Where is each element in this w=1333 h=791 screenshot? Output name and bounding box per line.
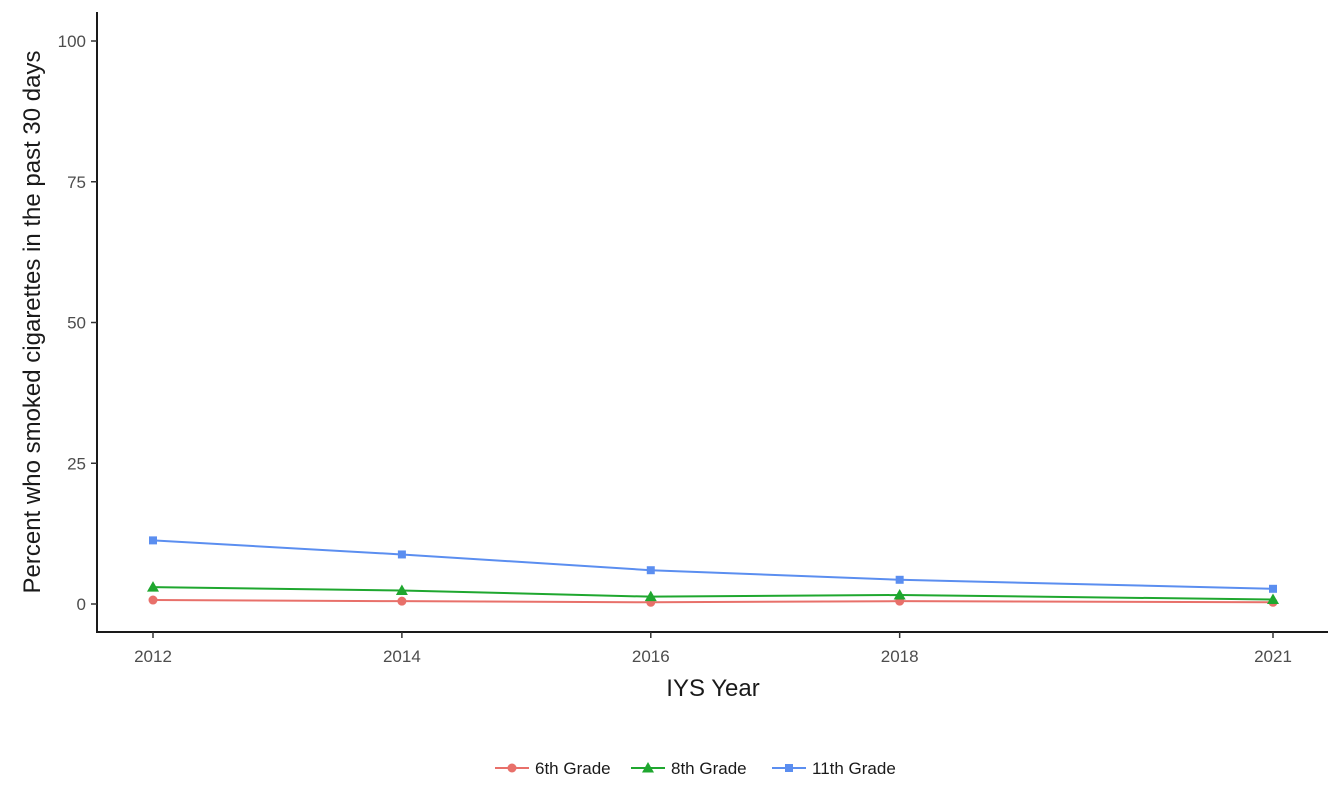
x-tick-label: 2012 bbox=[134, 647, 172, 666]
y-tick-label: 100 bbox=[58, 32, 86, 51]
data-point-11th-grade bbox=[1269, 584, 1277, 593]
y-tick-label: 50 bbox=[67, 314, 86, 333]
series-line-11th-grade bbox=[152, 539, 1274, 590]
legend-item-8th-grade: 8th Grade bbox=[631, 759, 747, 778]
data-point-6th-grade bbox=[397, 596, 407, 606]
y-ticks: 0 25 50 75 100 bbox=[58, 32, 97, 614]
legend-key-marker bbox=[507, 763, 517, 773]
data-point-6th-grade bbox=[148, 595, 158, 605]
series-8th-grade bbox=[147, 581, 1279, 604]
legend: 6th Grade 8th Grade 11th Grade bbox=[495, 759, 896, 778]
series bbox=[147, 536, 1279, 607]
legend-item-11th-grade: 11th Grade bbox=[772, 759, 896, 778]
legend-key-marker bbox=[642, 762, 654, 773]
y-tick-label: 75 bbox=[67, 173, 86, 192]
data-point-11th-grade bbox=[646, 566, 655, 575]
legend-label: 6th Grade bbox=[535, 759, 611, 778]
axes bbox=[96, 12, 1328, 633]
x-axis-title: IYS Year bbox=[666, 675, 759, 702]
data-point-11th-grade bbox=[397, 550, 406, 559]
data-point-8th-grade bbox=[893, 588, 906, 600]
y-tick-label: 25 bbox=[67, 454, 86, 473]
x-tick-label: 2021 bbox=[1254, 647, 1292, 666]
x-tick-label: 2016 bbox=[632, 647, 670, 666]
series-line-6th-grade bbox=[152, 599, 1274, 604]
data-point-8th-grade bbox=[644, 590, 657, 602]
data-point-11th-grade bbox=[895, 575, 904, 584]
x-ticks: 2012 2014 2016 2018 2021 bbox=[134, 632, 1292, 666]
series-line-8th-grade bbox=[152, 586, 1274, 601]
data-point-8th-grade bbox=[395, 584, 408, 595]
legend-key-marker bbox=[785, 764, 793, 772]
data-point-8th-grade bbox=[147, 581, 159, 592]
legend-label: 8th Grade bbox=[671, 759, 747, 778]
y-tick-label: 0 bbox=[77, 595, 86, 614]
x-tick-label: 2018 bbox=[881, 647, 919, 666]
legend-item-6th-grade: 6th Grade bbox=[495, 759, 611, 778]
y-axis-title: Percent who smoked cigarettes in the pas… bbox=[19, 51, 46, 594]
legend-label: 11th Grade bbox=[812, 759, 896, 778]
series-11th-grade bbox=[149, 536, 1277, 593]
x-tick-label: 2014 bbox=[383, 647, 421, 666]
data-point-8th-grade bbox=[1267, 593, 1279, 604]
data-point-11th-grade bbox=[149, 536, 157, 545]
